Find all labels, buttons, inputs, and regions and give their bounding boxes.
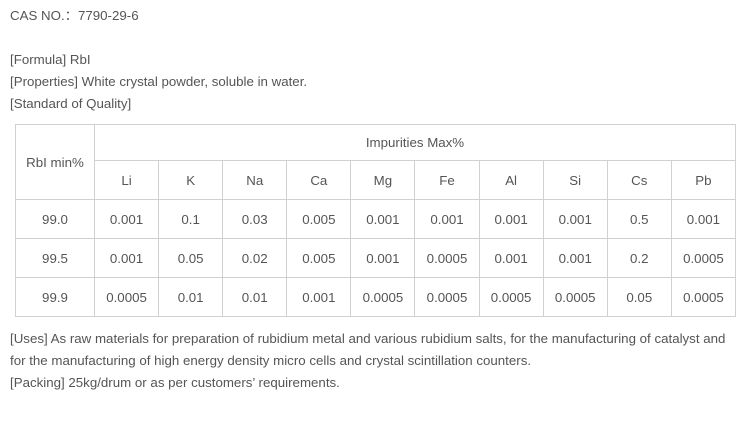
cell-pb: 0.0005 [670, 277, 737, 317]
cell-pb: 0.001 [670, 199, 737, 239]
cell-fe: 0.0005 [414, 277, 480, 317]
cell-al: 0.001 [478, 238, 544, 278]
cell-grade: 99.5 [15, 238, 95, 278]
cell-al: 0.0005 [478, 277, 544, 317]
cell-al: 0.001 [478, 199, 544, 239]
column-header-mg: Mg [350, 160, 416, 200]
cell-cs: 0.05 [606, 277, 672, 317]
cell-na: 0.02 [222, 238, 288, 278]
standard-of-quality-line: [Standard of Quality] [10, 96, 132, 111]
table-header-row-2: Li K Na Ca Mg Fe Al Si Cs Pb [16, 160, 737, 200]
cell-na: 0.03 [222, 199, 288, 239]
column-header-impurities-group: Impurities Max% [94, 124, 736, 161]
table-row: 99.5 0.001 0.05 0.02 0.005 0.001 0.0005 … [15, 238, 737, 278]
cell-cs: 0.5 [606, 199, 672, 239]
cell-na: 0.01 [222, 277, 288, 317]
packing-line: [Packing] 25kg/drum or as per customers’… [10, 375, 340, 390]
column-header-grade: RbI min% [15, 124, 95, 200]
cell-k: 0.1 [158, 199, 224, 239]
column-header-k: K [158, 160, 224, 200]
column-header-na: Na [222, 160, 288, 200]
cell-ca: 0.005 [286, 199, 352, 239]
column-header-ca: Ca [286, 160, 352, 200]
cell-mg: 0.001 [350, 238, 416, 278]
cell-grade: 99.0 [15, 199, 95, 239]
cell-si: 0.001 [542, 199, 608, 239]
column-header-pb: Pb [670, 160, 737, 200]
uses-line: [Uses] As raw materials for preparation … [10, 331, 730, 368]
properties-line: [Properties] White crystal powder, solub… [10, 74, 308, 89]
column-header-cs: Cs [606, 160, 672, 200]
cell-grade: 99.9 [15, 277, 95, 317]
cell-mg: 0.001 [350, 199, 416, 239]
cell-si: 0.001 [542, 238, 608, 278]
cell-fe: 0.0005 [414, 238, 480, 278]
cell-ca: 0.005 [286, 238, 352, 278]
cell-fe: 0.001 [414, 199, 480, 239]
table-body: 99.0 0.001 0.1 0.03 0.005 0.001 0.001 0.… [15, 199, 737, 317]
cell-k: 0.01 [158, 277, 224, 317]
table-header-row-1: RbI min% Impurities Max% [15, 124, 736, 200]
column-header-fe: Fe [414, 160, 480, 200]
outro-text-block: [Uses] As raw materials for preparation … [10, 328, 741, 394]
cell-li: 0.001 [93, 199, 160, 239]
table-head: RbI min% Impurities Max% Li K Na Ca Mg F… [15, 124, 737, 200]
intro-text-block: CAS NO.：7790-29-6 [Formula] RbI [Propert… [10, 0, 741, 115]
cas-number-line: CAS NO.：7790-29-6 [10, 8, 139, 23]
table-row: 99.9 0.0005 0.01 0.01 0.001 0.0005 0.000… [15, 277, 737, 317]
cell-li: 0.001 [93, 238, 160, 278]
cell-k: 0.05 [158, 238, 224, 278]
column-header-si: Si [542, 160, 608, 200]
formula-line: [Formula] RbI [10, 52, 91, 67]
table-row: 99.0 0.001 0.1 0.03 0.005 0.001 0.001 0.… [15, 199, 737, 239]
quality-standard-table: RbI min% Impurities Max% Li K Na Ca Mg F… [15, 124, 737, 317]
cell-mg: 0.0005 [350, 277, 416, 317]
cell-pb: 0.0005 [670, 238, 737, 278]
cell-cs: 0.2 [606, 238, 672, 278]
cell-ca: 0.001 [286, 277, 352, 317]
column-header-al: Al [478, 160, 544, 200]
column-header-li: Li [93, 160, 160, 200]
cell-si: 0.0005 [542, 277, 608, 317]
cell-li: 0.0005 [93, 277, 160, 317]
